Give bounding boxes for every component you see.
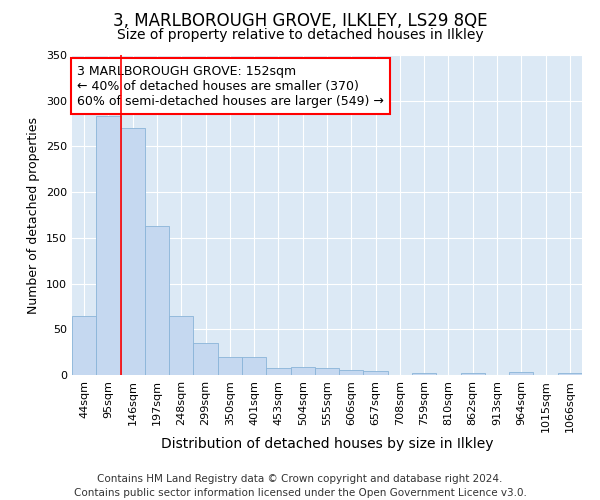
Bar <box>266 368 290 375</box>
Bar <box>509 372 533 375</box>
Bar <box>72 316 96 375</box>
Bar <box>96 116 121 375</box>
Bar <box>558 373 582 375</box>
Y-axis label: Number of detached properties: Number of detached properties <box>28 116 40 314</box>
Text: Contains HM Land Registry data © Crown copyright and database right 2024.
Contai: Contains HM Land Registry data © Crown c… <box>74 474 526 498</box>
Bar <box>169 316 193 375</box>
X-axis label: Distribution of detached houses by size in Ilkley: Distribution of detached houses by size … <box>161 437 493 451</box>
Bar <box>290 367 315 375</box>
Text: 3 MARLBOROUGH GROVE: 152sqm
← 40% of detached houses are smaller (370)
60% of se: 3 MARLBOROUGH GROVE: 152sqm ← 40% of det… <box>77 64 384 108</box>
Bar <box>218 356 242 375</box>
Bar <box>121 128 145 375</box>
Bar <box>461 373 485 375</box>
Bar <box>412 373 436 375</box>
Bar <box>145 226 169 375</box>
Bar <box>193 343 218 375</box>
Bar <box>339 370 364 375</box>
Bar <box>242 356 266 375</box>
Text: 3, MARLBOROUGH GROVE, ILKLEY, LS29 8QE: 3, MARLBOROUGH GROVE, ILKLEY, LS29 8QE <box>113 12 487 30</box>
Bar <box>315 368 339 375</box>
Text: Size of property relative to detached houses in Ilkley: Size of property relative to detached ho… <box>116 28 484 42</box>
Bar <box>364 372 388 375</box>
